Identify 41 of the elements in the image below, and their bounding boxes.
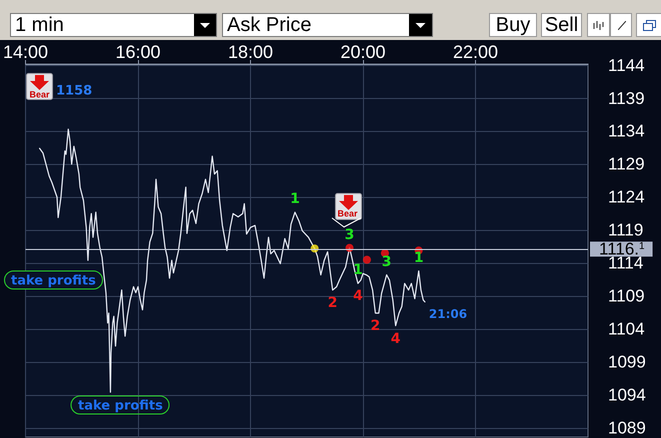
annotation: take profits [78,398,163,414]
y-tick-label: 1119 [608,220,644,240]
annotation: Bear [337,208,358,218]
x-tick-label: 14:00 [3,42,48,62]
annotation: 2 [328,295,338,312]
x-tick-label: 16:00 [115,42,161,62]
y-tick-label: 1114 [608,254,644,273]
button[interactable]: Buy [489,13,537,37]
annotation: 21:06 [428,306,468,321]
annotation: 1 [290,191,300,208]
y-tick-label: 1139 [608,88,645,108]
y-tick-label: 1109 [608,286,645,306]
annotation: 3 [344,226,354,243]
rounded-frame: take profits [4,270,103,290]
x-tick-label: 22:00 [452,42,498,62]
annotation: 2 [370,318,380,334]
point [362,256,371,264]
dropdown-field[interactable]: Ask Price [222,13,433,37]
annotation: 4 [353,288,363,304]
x-tick-label: 18:00 [228,42,274,62]
annotation: 4 [390,330,400,347]
x-tick-label: 20:00 [340,42,386,62]
rounded-frame: take profits [71,396,170,415]
annotation: 3 [382,254,392,270]
y-tick-label: 1099 [608,352,646,372]
y-tick-label: 1129 [608,154,645,174]
annotation: Bear [29,89,50,99]
y-tick-label: 1144 [608,56,645,75]
annotation: 1 [414,250,424,266]
button[interactable]: Sell [541,13,582,37]
annotation: 1 [353,262,363,278]
dropdown-field[interactable]: 1 min [10,13,217,37]
y-tick-label: 1089 [608,418,646,438]
y-tick-label: 1104 [608,319,645,338]
button[interactable] [636,13,661,37]
button[interactable] [587,13,610,37]
y-tick-label: 1134 [608,122,645,141]
annotation: 1158 [56,84,92,98]
annotation: take profits [11,274,96,288]
y-tick-label: 1124 [608,188,645,207]
y-tick-label: 1094 [608,385,646,404]
